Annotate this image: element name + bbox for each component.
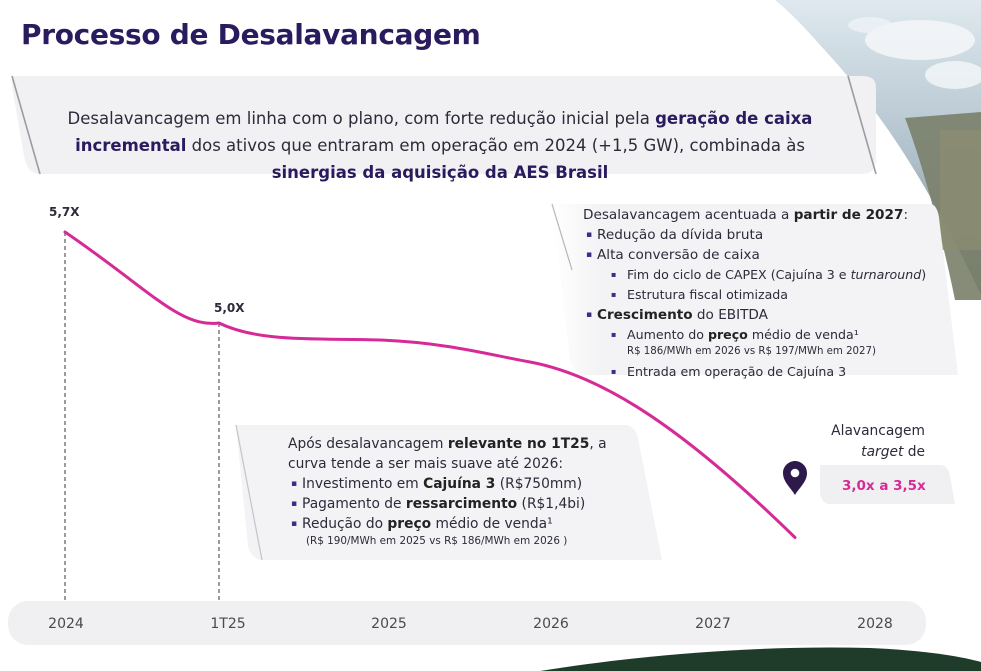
- list-item: Pagamento de ressarcimento (R$1,4bi): [288, 494, 638, 514]
- x-tick-label: 2026: [533, 616, 569, 632]
- corner-photo: [775, 0, 981, 300]
- x-tick-label: 1T25: [210, 616, 246, 632]
- x-tick-label: 2028: [857, 616, 893, 632]
- x-tick-label: 2027: [695, 616, 731, 632]
- subtitle-banner: [11, 75, 877, 175]
- right-commentary: Desalavancagem acentuada a partir de 202…: [583, 205, 963, 382]
- list-item: Fim do ciclo de CAPEX (Cajuína 3 e turna…: [583, 265, 963, 285]
- location-pin-icon: [783, 461, 807, 495]
- list-item: Entrada em operação de Cajuína 3: [583, 362, 963, 382]
- target-label: Alavancagem target de: [800, 421, 925, 463]
- target-line-1: Alavancagem: [831, 423, 925, 439]
- data-label-1t25: 5,0X: [214, 301, 245, 315]
- target-badge-bg: [820, 465, 955, 504]
- list-item: Estrutura fiscal otimizada: [583, 285, 963, 305]
- page-title: Processo de Desalavancagem: [21, 18, 481, 51]
- axis-band: [8, 601, 926, 645]
- data-label-2024: 5,7X: [49, 205, 80, 219]
- mid-line-2: curva tende a ser mais suave até 2026:: [288, 456, 564, 472]
- subtitle-text: Desalavancagem em linha com o plano, com…: [67, 108, 813, 182]
- target-line-2: target de: [861, 444, 925, 460]
- list-item: Alta conversão de caixa: [583, 245, 963, 265]
- mid-line-1: Após desalavancagem relevante no 1T25, a: [288, 436, 607, 452]
- right-heading: Desalavancagem acentuada a partir de 202…: [583, 207, 909, 223]
- list-item: Redução da dívida bruta: [583, 225, 963, 245]
- list-item: Redução do preço médio de venda¹: [288, 514, 638, 534]
- list-item: Crescimento do EBITDA: [583, 305, 963, 325]
- target-range: 3,0x a 3,5x: [842, 478, 926, 494]
- list-item: Aumento do preço médio de venda¹: [583, 325, 963, 345]
- bottom-decoration: [540, 647, 981, 671]
- mid-commentary: Após desalavancagem relevante no 1T25, a…: [288, 434, 638, 548]
- leverage-curve: [63, 230, 797, 539]
- x-tick-label: 2025: [371, 616, 407, 632]
- list-note: R$ 186/MWh em 2026 vs R$ 197/MWh em 2027…: [627, 346, 876, 357]
- list-item: Investimento em Cajuína 3 (R$750mm): [288, 474, 638, 494]
- list-note: (R$ 190/MWh em 2025 vs R$ 186/MWh em 202…: [306, 535, 568, 547]
- x-tick-label: 2024: [48, 616, 84, 632]
